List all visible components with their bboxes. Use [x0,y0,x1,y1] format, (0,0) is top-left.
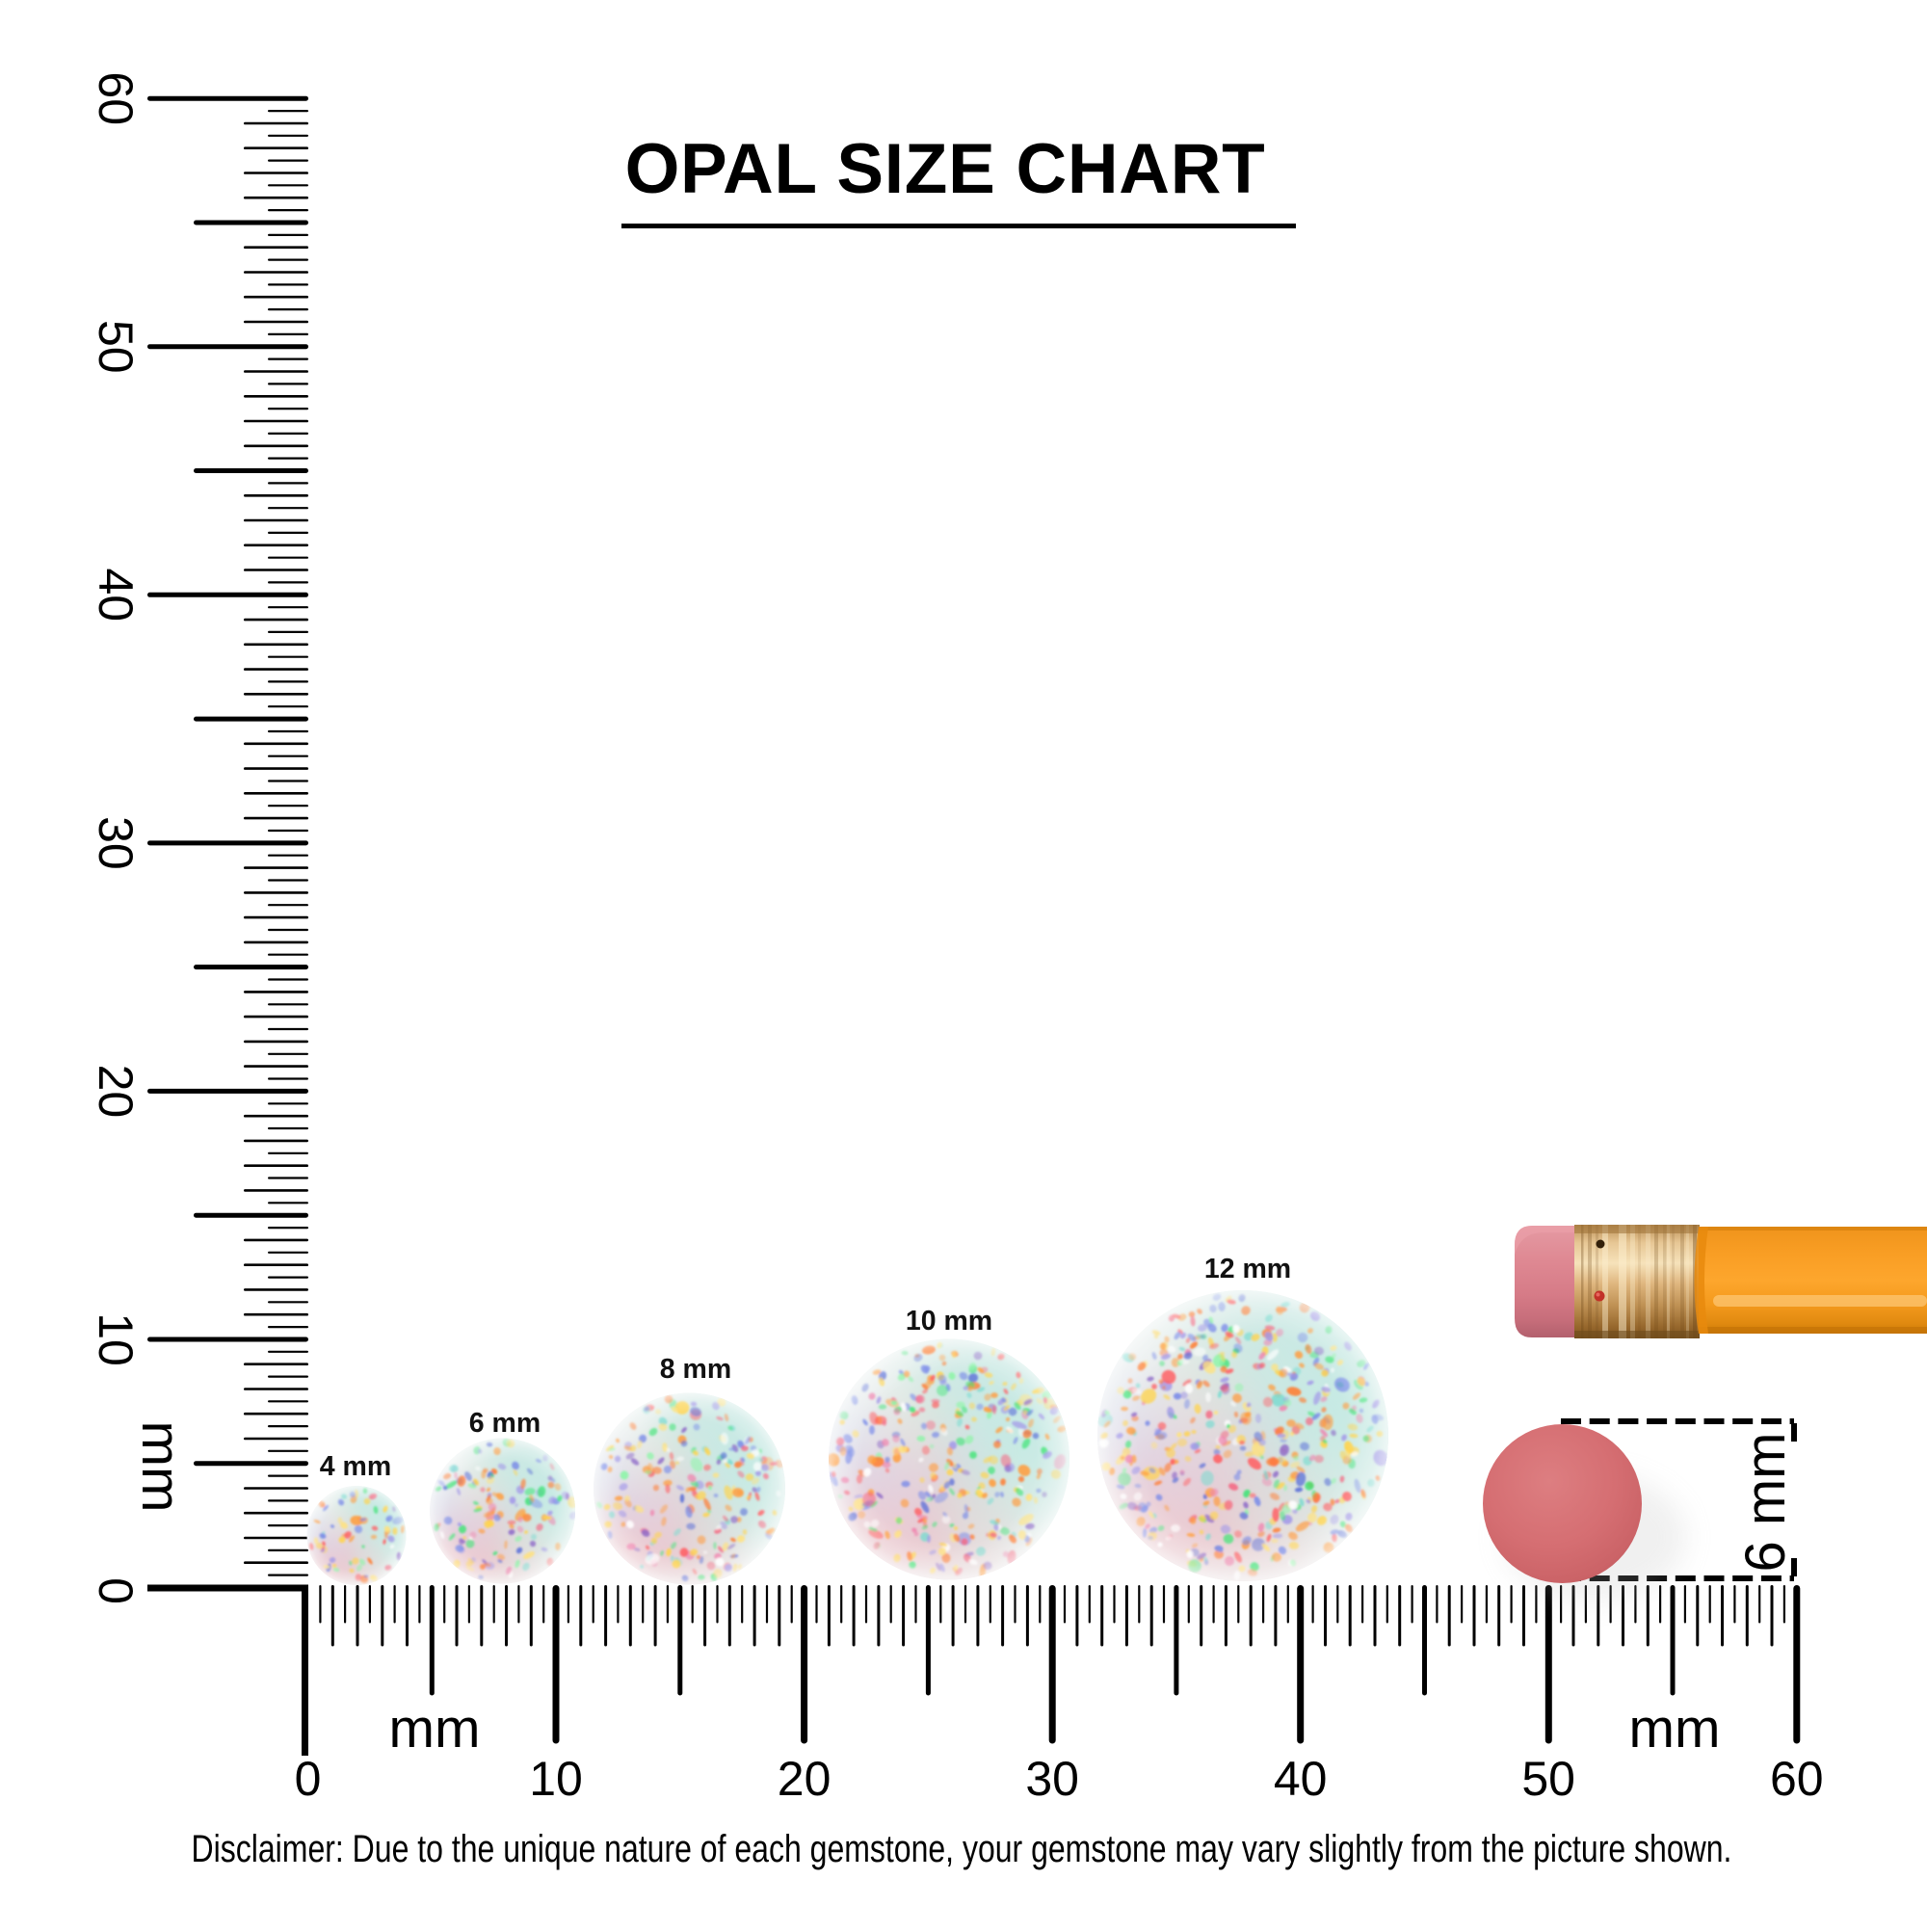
svg-text:60: 60 [89,71,143,125]
svg-text:60: 60 [1770,1752,1824,1806]
svg-text:10: 10 [529,1752,583,1806]
svg-text:6 mm: 6 mm [469,1408,541,1439]
svg-text:30: 30 [89,816,143,870]
svg-text:10 mm: 10 mm [906,1306,992,1337]
svg-text:40: 40 [1274,1752,1328,1806]
svg-text:0: 0 [295,1752,322,1806]
svg-text:40: 40 [89,568,143,622]
svg-text:10: 10 [89,1312,143,1366]
svg-text:12 mm: 12 mm [1204,1254,1291,1284]
svg-text:OPAL SIZE CHART: OPAL SIZE CHART [625,130,1266,208]
svg-text:30: 30 [1025,1752,1079,1806]
svg-text:mm: mm [130,1421,192,1513]
svg-text:mm: mm [1629,1698,1721,1760]
svg-text:20: 20 [778,1752,832,1806]
svg-text:6 mm: 6 mm [1734,1433,1797,1573]
svg-text:8 mm: 8 mm [660,1354,731,1385]
svg-text:20: 20 [89,1065,143,1119]
svg-text:Disclaimer: Due to the unique: Disclaimer: Due to the unique nature of … [192,1827,1732,1870]
svg-text:50: 50 [89,320,143,374]
svg-text:4 mm: 4 mm [320,1451,391,1482]
svg-text:mm: mm [389,1698,481,1760]
svg-text:0: 0 [89,1577,143,1604]
svg-text:50: 50 [1521,1752,1575,1806]
